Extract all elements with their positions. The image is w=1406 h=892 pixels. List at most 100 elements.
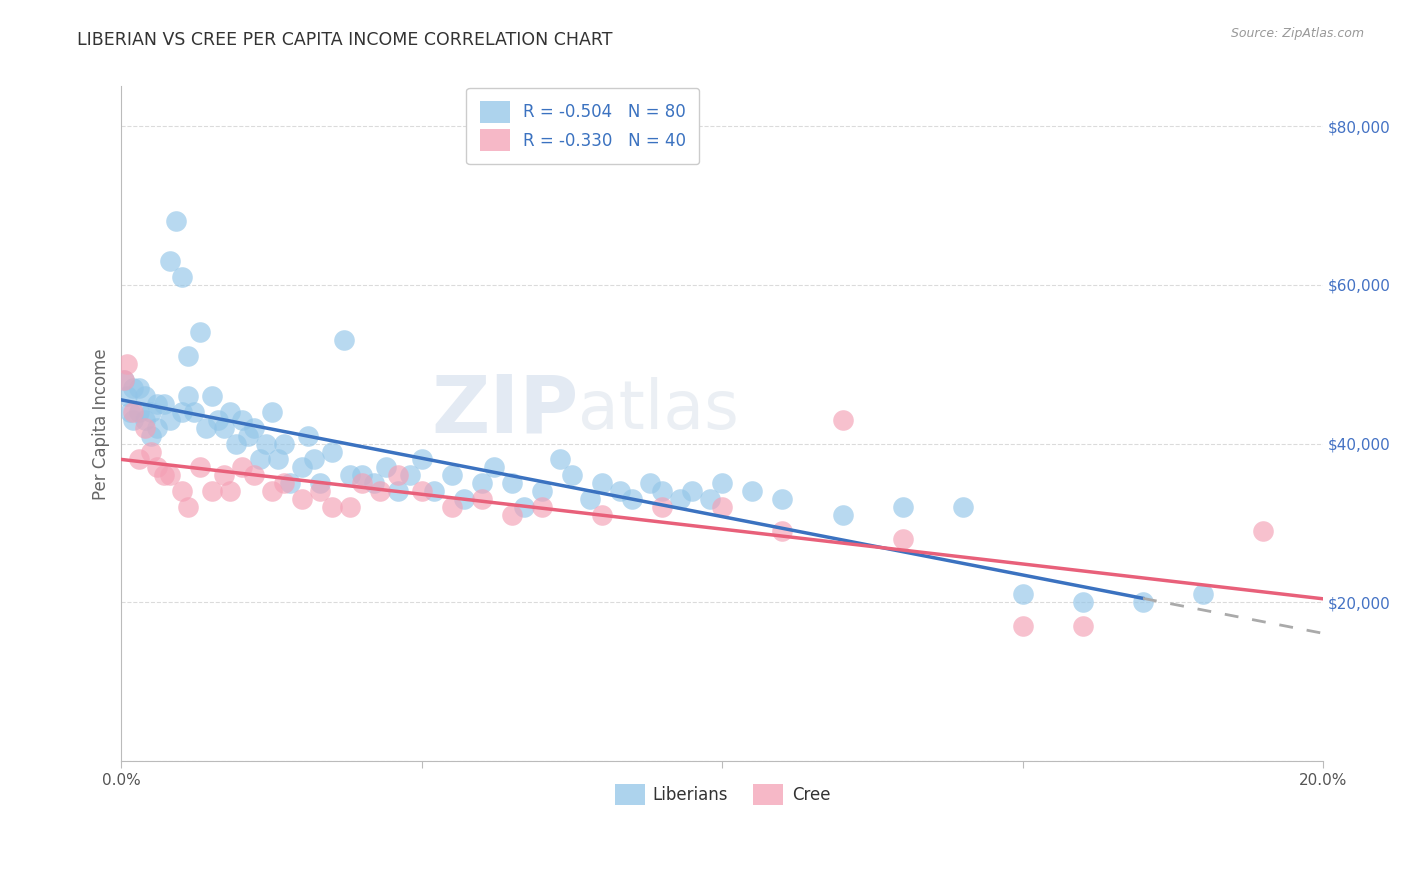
Point <box>1251 524 1274 538</box>
Point <box>134 413 156 427</box>
Point <box>363 476 385 491</box>
Point <box>831 413 853 427</box>
Point <box>120 405 142 419</box>
Point <box>1011 587 1033 601</box>
Point <box>218 405 240 419</box>
Point <box>453 492 475 507</box>
Point <box>231 460 253 475</box>
Point <box>128 452 150 467</box>
Point <box>308 484 330 499</box>
Point <box>561 468 583 483</box>
Point <box>212 468 235 483</box>
Point <box>141 405 163 419</box>
Point <box>651 500 673 514</box>
Point <box>513 500 536 514</box>
Point <box>273 476 295 491</box>
Point <box>387 484 409 499</box>
Point <box>609 484 631 499</box>
Point <box>423 484 446 499</box>
Point <box>411 452 433 467</box>
Point <box>188 326 211 340</box>
Point <box>146 460 169 475</box>
Point <box>291 460 314 475</box>
Point <box>122 381 145 395</box>
Point <box>134 420 156 434</box>
Point <box>339 500 361 514</box>
Point <box>321 500 343 514</box>
Point <box>831 508 853 522</box>
Point <box>482 460 505 475</box>
Point <box>260 484 283 499</box>
Point <box>194 420 217 434</box>
Point <box>333 334 356 348</box>
Point <box>651 484 673 499</box>
Point <box>579 492 602 507</box>
Point <box>339 468 361 483</box>
Point <box>891 500 914 514</box>
Point <box>273 436 295 450</box>
Point <box>411 484 433 499</box>
Point <box>254 436 277 450</box>
Point <box>1011 619 1033 633</box>
Point <box>440 500 463 514</box>
Point <box>249 452 271 467</box>
Point <box>134 389 156 403</box>
Point <box>176 500 198 514</box>
Point <box>159 468 181 483</box>
Point <box>302 452 325 467</box>
Point <box>212 420 235 434</box>
Point <box>207 413 229 427</box>
Point <box>260 405 283 419</box>
Point <box>266 452 288 467</box>
Point <box>128 405 150 419</box>
Point <box>242 468 264 483</box>
Point <box>548 452 571 467</box>
Point <box>200 389 222 403</box>
Point <box>621 492 644 507</box>
Point <box>1192 587 1215 601</box>
Text: atlas: atlas <box>578 377 740 443</box>
Point <box>711 476 734 491</box>
Point <box>772 524 794 538</box>
Point <box>146 397 169 411</box>
Point <box>165 214 187 228</box>
Point <box>711 500 734 514</box>
Point <box>1071 619 1094 633</box>
Point <box>387 468 409 483</box>
Point <box>278 476 301 491</box>
Point <box>350 476 373 491</box>
Point <box>699 492 721 507</box>
Point <box>471 476 494 491</box>
Point <box>141 444 163 458</box>
Point <box>741 484 763 499</box>
Point <box>669 492 692 507</box>
Point <box>1071 595 1094 609</box>
Point <box>591 476 613 491</box>
Point <box>128 381 150 395</box>
Point <box>170 269 193 284</box>
Point <box>952 500 974 514</box>
Point <box>200 484 222 499</box>
Point <box>891 532 914 546</box>
Point <box>374 460 396 475</box>
Y-axis label: Per Capita Income: Per Capita Income <box>93 348 110 500</box>
Point <box>152 468 174 483</box>
Point <box>1132 595 1154 609</box>
Point <box>291 492 314 507</box>
Text: ZIP: ZIP <box>430 371 578 450</box>
Point <box>225 436 247 450</box>
Text: LIBERIAN VS CREE PER CAPITA INCOME CORRELATION CHART: LIBERIAN VS CREE PER CAPITA INCOME CORRE… <box>77 31 613 49</box>
Text: Source: ZipAtlas.com: Source: ZipAtlas.com <box>1230 27 1364 40</box>
Point <box>170 405 193 419</box>
Point <box>183 405 205 419</box>
Point <box>399 468 422 483</box>
Point <box>152 397 174 411</box>
Point <box>236 428 259 442</box>
Point <box>681 484 703 499</box>
Point <box>531 484 554 499</box>
Point <box>146 420 169 434</box>
Point <box>242 420 264 434</box>
Point <box>772 492 794 507</box>
Point <box>368 484 391 499</box>
Point <box>501 508 523 522</box>
